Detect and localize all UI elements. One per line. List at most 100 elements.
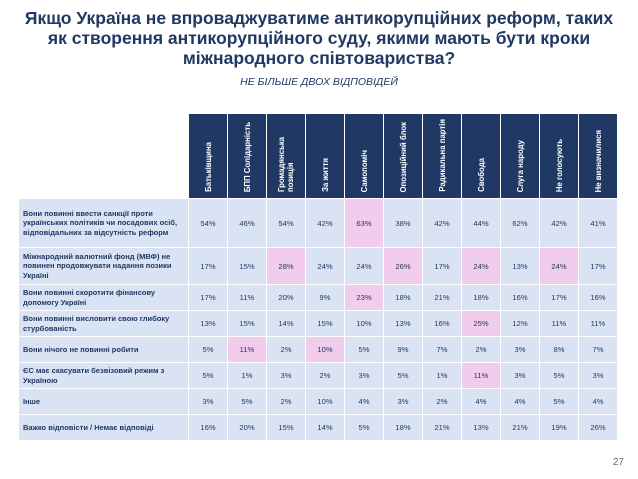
value-cell: 16% bbox=[500, 284, 540, 311]
value-cell: 3% bbox=[500, 362, 540, 389]
column-header: Самопоміч bbox=[344, 113, 384, 199]
page-number: 27 bbox=[612, 457, 624, 468]
value-cell: 10% bbox=[344, 310, 384, 337]
value-cell: 13% bbox=[188, 310, 228, 337]
table-row: Вони повинні висловити свою глибоку стур… bbox=[18, 310, 618, 337]
value-cell: 5% bbox=[227, 388, 267, 415]
value-cell: 10% bbox=[305, 336, 345, 363]
value-cell: 11% bbox=[539, 310, 579, 337]
value-cell: 2% bbox=[266, 336, 306, 363]
value-cell: 17% bbox=[188, 284, 228, 311]
table-body: Вони повинні ввести санкції проти україн… bbox=[18, 198, 618, 441]
value-cell: 3% bbox=[188, 388, 228, 415]
column-header-label: Слуга народу bbox=[515, 139, 525, 192]
column-header-label: БПП Солідарність bbox=[242, 121, 252, 192]
value-cell: 4% bbox=[461, 388, 501, 415]
value-cell: 21% bbox=[422, 414, 462, 441]
value-cell: 54% bbox=[188, 198, 228, 248]
value-cell: 3% bbox=[266, 362, 306, 389]
value-cell: 16% bbox=[578, 284, 618, 311]
column-header: Опозиційний блок bbox=[383, 113, 423, 199]
value-cell: 2% bbox=[305, 362, 345, 389]
page-title: Якщо Україна не впроваджуватиме антикору… bbox=[24, 8, 614, 68]
value-cell: 3% bbox=[383, 388, 423, 415]
table-row: Вони повинні ввести санкції проти україн… bbox=[18, 198, 618, 248]
value-cell: 10% bbox=[305, 388, 345, 415]
value-cell: 4% bbox=[500, 388, 540, 415]
value-cell: 15% bbox=[227, 247, 267, 285]
value-cell: 42% bbox=[422, 198, 462, 248]
value-cell: 42% bbox=[539, 198, 579, 248]
column-header: Не голосують bbox=[539, 113, 579, 199]
value-cell: 15% bbox=[266, 414, 306, 441]
value-cell: 17% bbox=[422, 247, 462, 285]
value-cell: 21% bbox=[422, 284, 462, 311]
table-row: Вони нічого не повинні робити 5% 11% 2% 10% 5… bbox=[18, 336, 618, 363]
column-header-label: Не визначилися bbox=[593, 129, 603, 192]
value-cell: 14% bbox=[305, 414, 345, 441]
value-cell: 1% bbox=[227, 362, 267, 389]
value-cell: 13% bbox=[383, 310, 423, 337]
value-cell: 21% bbox=[500, 414, 540, 441]
column-header: Не визначилися bbox=[578, 113, 618, 199]
column-header-label: За життя bbox=[320, 158, 330, 192]
header-row: Батьківщина БПП Солідарність Громадянська … bbox=[18, 113, 618, 199]
value-cell: 5% bbox=[344, 414, 384, 441]
value-cell: 62% bbox=[500, 198, 540, 248]
value-cell: 3% bbox=[578, 362, 618, 389]
row-label: Вони нічого не повинні робити bbox=[18, 336, 189, 363]
value-cell: 17% bbox=[539, 284, 579, 311]
column-header: Радикальна партія bbox=[422, 113, 462, 199]
value-cell: 7% bbox=[578, 336, 618, 363]
value-cell: 3% bbox=[344, 362, 384, 389]
page-subtitle: НЕ БІЛЬШЕ ДВОХ ВІДПОВІДЕЙ bbox=[240, 76, 398, 88]
value-cell: 24% bbox=[305, 247, 345, 285]
row-label: Вони повинні висловити свою глибоку стур… bbox=[18, 310, 189, 337]
row-label: Вони повинні ввести санкції проти україн… bbox=[18, 198, 189, 248]
value-cell: 54% bbox=[266, 198, 306, 248]
column-header-label: Опозиційний блок bbox=[398, 121, 408, 192]
value-cell: 13% bbox=[500, 247, 540, 285]
value-cell: 9% bbox=[383, 336, 423, 363]
column-header: Громадянська позиція bbox=[266, 113, 306, 199]
value-cell: 14% bbox=[266, 310, 306, 337]
table-row: Інше 3% 5% 2% 10% 4% 3% 2% 4% 4% 5% 4% bbox=[18, 388, 618, 415]
column-header: За життя bbox=[305, 113, 345, 199]
value-cell: 26% bbox=[383, 247, 423, 285]
value-cell: 38% bbox=[383, 198, 423, 248]
column-header: Слуга народу bbox=[500, 113, 540, 199]
value-cell: 17% bbox=[188, 247, 228, 285]
column-header-label: Не голосують bbox=[554, 138, 564, 192]
value-cell: 24% bbox=[461, 247, 501, 285]
value-cell: 5% bbox=[539, 362, 579, 389]
value-cell: 41% bbox=[578, 198, 618, 248]
value-cell: 19% bbox=[539, 414, 579, 441]
column-header-label: Батьківщина bbox=[203, 142, 213, 192]
value-cell: 24% bbox=[539, 247, 579, 285]
value-cell: 63% bbox=[344, 198, 384, 248]
value-cell: 5% bbox=[344, 336, 384, 363]
value-cell: 5% bbox=[188, 362, 228, 389]
value-cell: 46% bbox=[227, 198, 267, 248]
value-cell: 17% bbox=[578, 247, 618, 285]
value-cell: 11% bbox=[461, 362, 501, 389]
value-cell: 16% bbox=[188, 414, 228, 441]
value-cell: 13% bbox=[461, 414, 501, 441]
value-cell: 1% bbox=[422, 362, 462, 389]
value-cell: 5% bbox=[188, 336, 228, 363]
table-row: Важко відповісти / Немає відповіді 16% 20%… bbox=[18, 414, 618, 441]
column-header-label: Радикальна партія bbox=[437, 119, 447, 192]
column-header-label: Самопоміч bbox=[359, 149, 369, 192]
row-label: Міжнародний валютний фонд (МВФ) не повин… bbox=[18, 247, 189, 285]
column-header: Батьківщина bbox=[188, 113, 228, 199]
value-cell: 15% bbox=[305, 310, 345, 337]
table-corner bbox=[18, 113, 189, 199]
results-table: Батьківщина БПП Солідарність Громадянська … bbox=[18, 113, 618, 441]
value-cell: 15% bbox=[227, 310, 267, 337]
value-cell: 8% bbox=[539, 336, 579, 363]
value-cell: 11% bbox=[578, 310, 618, 337]
value-cell: 11% bbox=[227, 336, 267, 363]
value-cell: 18% bbox=[383, 414, 423, 441]
row-label: Важко відповісти / Немає відповіді bbox=[18, 414, 189, 441]
value-cell: 9% bbox=[305, 284, 345, 311]
